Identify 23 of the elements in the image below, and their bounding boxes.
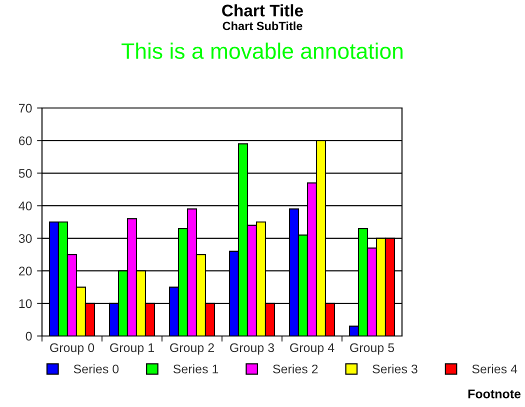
- y-tick-label: 10: [19, 299, 32, 308]
- legend-label: Series 1: [173, 364, 218, 374]
- y-tick-label: 30: [18, 234, 32, 243]
- text: This is a movable annotation: [122, 42, 403, 59]
- y-tick-label: 40: [18, 202, 32, 210]
- text: Footnote: [468, 390, 521, 398]
- y-tick-label: 0: [26, 332, 32, 341]
- x-tick-label: Group 5: [350, 343, 394, 355]
- x-tick-label: Group 4: [290, 343, 334, 355]
- legend-label: Series 4: [472, 364, 518, 374]
- y-tick-label: 70: [19, 104, 32, 113]
- y-tick-label: 60: [19, 136, 32, 146]
- x-tick-label: Group 2: [170, 343, 214, 355]
- legend-label: Series 3: [372, 364, 418, 374]
- y-tick-label: 20: [19, 266, 32, 276]
- x-tick-label: Group 3: [230, 343, 274, 355]
- y-tick-label: 50: [18, 168, 32, 178]
- x-tick-label: Group 0: [50, 343, 94, 355]
- x-tick-label: Group 1: [110, 343, 154, 355]
- chart-title: Chart Title: [222, 4, 303, 16]
- legend-label: Series 2: [273, 364, 318, 374]
- chart-subtitle: Chart SubTitle: [222, 22, 302, 30]
- legend-label: Series 0: [74, 364, 119, 374]
